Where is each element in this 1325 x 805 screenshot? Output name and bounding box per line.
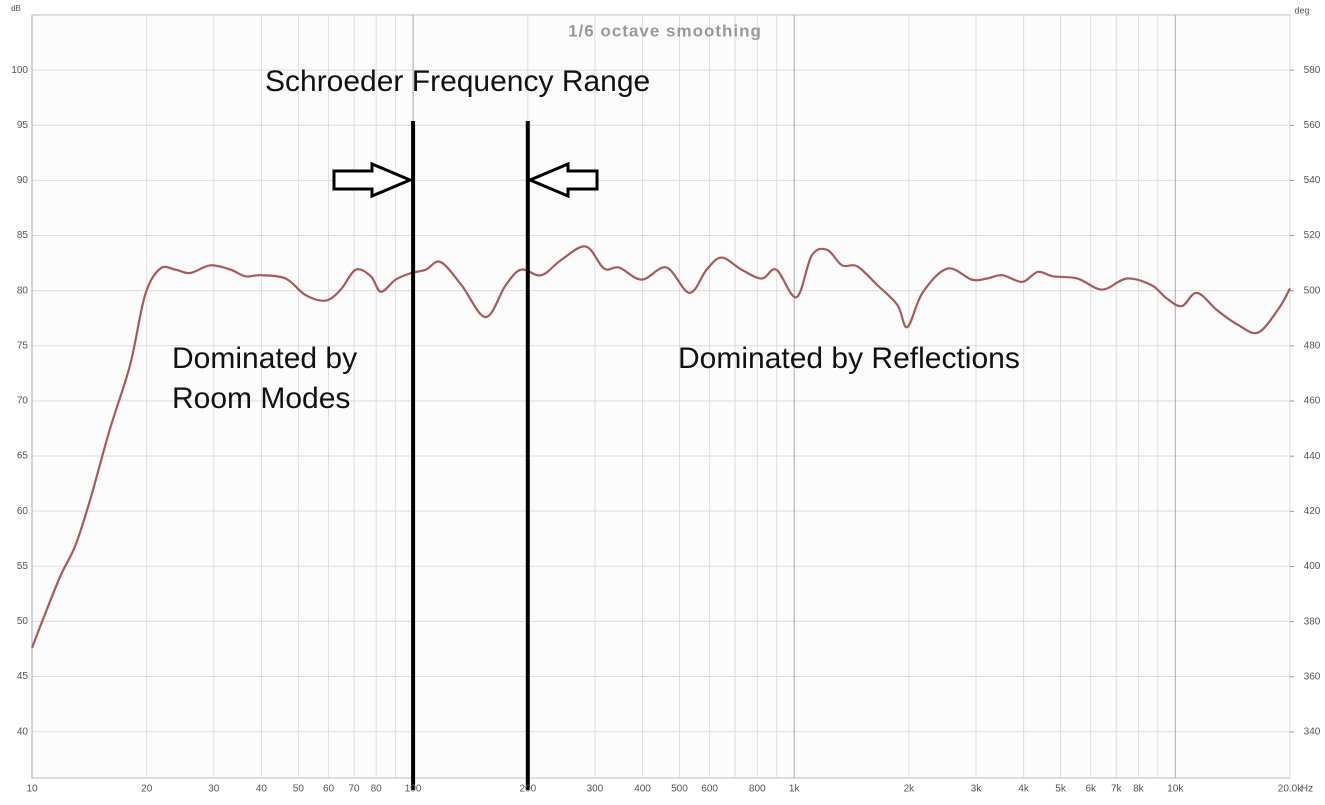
x-tick-label: 2k (904, 784, 916, 795)
y-tick-label: 55 (17, 561, 29, 572)
x-tick-label: 40 (256, 784, 268, 795)
x-tick-label: 4k (1018, 784, 1030, 795)
y2-tick-label: 440 (1304, 451, 1321, 462)
y2-tick-label: 400 (1304, 561, 1321, 572)
y2-tick-label: 340 (1304, 727, 1321, 738)
y-tick-label: 45 (17, 671, 29, 682)
x-tick-label: 80 (371, 784, 383, 795)
overlay (411, 121, 530, 790)
annotation: Schroeder Frequency Range (265, 65, 650, 98)
x-tick-label: 5k (1055, 784, 1067, 795)
x-tick-label: 50 (293, 784, 305, 795)
y-tick-label: 100 (11, 65, 28, 76)
x-tick-label: 20 (141, 784, 153, 795)
x-tick-label: 7k (1111, 784, 1123, 795)
curve-layer (30, 245, 1291, 649)
y-tick-label: 70 (17, 396, 29, 407)
arrow-left (526, 161, 599, 199)
y-tick-label: 50 (17, 616, 29, 627)
y-tick-label: 95 (17, 120, 29, 131)
chart-title: 1/6 octave smoothing (568, 21, 762, 40)
x-tick-label: 600 (701, 784, 718, 795)
x-tick-label: 3k (971, 784, 983, 795)
grid (31, 15, 1291, 778)
x-tick-label: 20.0k (1278, 784, 1303, 795)
x-tick-label: 400 (634, 784, 651, 795)
plot-area (31, 14, 1291, 779)
x-tick-label: 800 (749, 784, 766, 795)
y2-tick-label: 460 (1304, 396, 1321, 407)
annotation: Dominated by Reflections (678, 342, 1020, 375)
y2-tick-label: 580 (1304, 65, 1321, 76)
x-tick-label: 10k (1167, 784, 1184, 795)
x-tick-label: 200 (519, 784, 536, 795)
x-tick-label: 500 (671, 784, 688, 795)
y-tick-label: 80 (17, 285, 29, 296)
y-tick-label: 90 (17, 175, 29, 186)
y2-tick-label: 480 (1304, 341, 1321, 352)
x-tick-label: 30 (208, 784, 220, 795)
y2-tick-label: 540 (1304, 175, 1321, 186)
x-axis-label: Hz (1301, 784, 1313, 795)
y-tick-label: 40 (17, 726, 29, 737)
y2-tick-label: 360 (1304, 671, 1321, 682)
x-tick-label: 8k (1133, 784, 1145, 795)
annotation: Room Modes (172, 382, 350, 415)
x-tick-label: 10 (26, 784, 38, 795)
y-tick-label: 60 (17, 506, 29, 517)
y2-axis-label: deg (1294, 5, 1309, 15)
y2-tick-label: 520 (1304, 230, 1321, 241)
response-curve (30, 245, 1291, 649)
x-tick-label: 6k (1085, 784, 1097, 795)
x-tick-label: 60 (323, 784, 335, 795)
y-tick-label: 85 (17, 230, 29, 241)
x-tick-label: 1k (789, 784, 801, 795)
y2-tick-label: 380 (1304, 616, 1321, 627)
y-axis-label: dB (11, 4, 21, 13)
annotation: Dominated by (172, 342, 357, 375)
y2-tick-label: 420 (1304, 506, 1321, 517)
x-tick-label: 100 (405, 784, 422, 795)
y-tick-label: 65 (17, 451, 29, 462)
y2-tick-label: 560 (1304, 120, 1321, 131)
x-tick-label: 300 (587, 784, 604, 795)
y-tick-label: 75 (17, 340, 29, 351)
arrow-right (332, 161, 414, 199)
x-tick-label: 70 (348, 784, 360, 795)
y2-tick-label: 500 (1304, 285, 1321, 296)
